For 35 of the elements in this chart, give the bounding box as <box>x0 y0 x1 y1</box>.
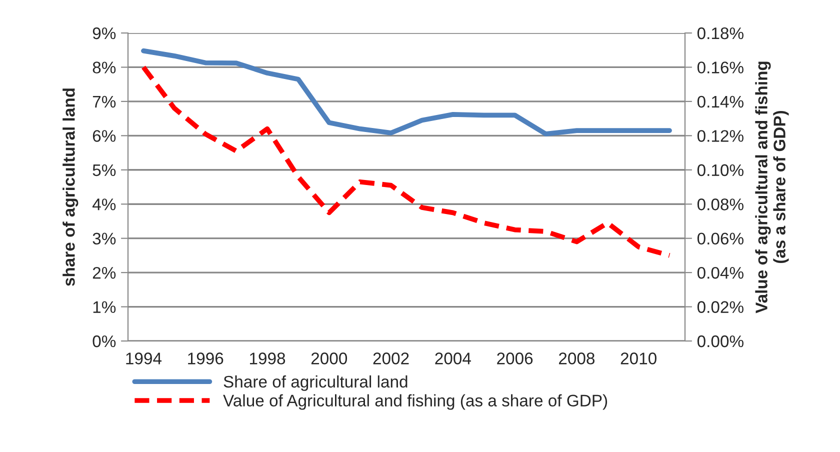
y2-axis-title: Value of agricultural and fishing (as a share of GDP) <box>755 62 789 314</box>
y2-tick-label: 0.14% <box>697 96 744 108</box>
y2-tick-label: 0.12% <box>697 130 744 142</box>
y-tick-label: 9% <box>92 27 116 40</box>
x-tick-label: 2008 <box>558 352 595 364</box>
x-tick-label: 2010 <box>620 352 656 364</box>
y-tick-label: 0% <box>92 335 116 348</box>
x-tick-label: 2000 <box>311 352 348 364</box>
y-tick-label: 3% <box>92 232 116 245</box>
x-tick-label: 1998 <box>250 352 286 364</box>
y2-tick-label: 0.04% <box>697 266 744 279</box>
line-series <box>141 64 672 258</box>
y2-tick-label: 0.18% <box>697 27 744 40</box>
y-tick-label: 7% <box>92 96 116 108</box>
y2-tick-label: 0.10% <box>697 164 744 176</box>
y2-tick-label: 0.02% <box>697 301 744 313</box>
line-series <box>141 48 672 136</box>
x-tick-label: 2006 <box>497 352 533 364</box>
y-tick-label: 1% <box>93 301 116 313</box>
y-tick-label: 2% <box>92 266 116 279</box>
x-tick-label: 2004 <box>435 352 471 364</box>
y2-tick-label: 0.00% <box>697 335 744 348</box>
x-tick-label: 1996 <box>188 352 224 364</box>
legend-label: Share of agricultural land <box>224 375 408 391</box>
y2-tick-label: 0.06% <box>697 232 744 245</box>
y-tick-label: 4% <box>92 198 116 210</box>
y-axis-title: share of agricultural land <box>62 88 78 286</box>
y-tick-label: 6% <box>92 130 116 142</box>
y2-tick-label: 0.08% <box>697 198 744 210</box>
x-tick-label: 2002 <box>373 352 409 364</box>
y-tick-label: 8% <box>92 62 116 74</box>
legend-label: Value of Agricultural and fishing (as a share of GDP) <box>223 394 608 410</box>
y2-tick-label: 0.16% <box>697 62 744 74</box>
x-tick-label: 1994 <box>126 352 162 364</box>
y-tick-label: 5% <box>92 164 116 176</box>
